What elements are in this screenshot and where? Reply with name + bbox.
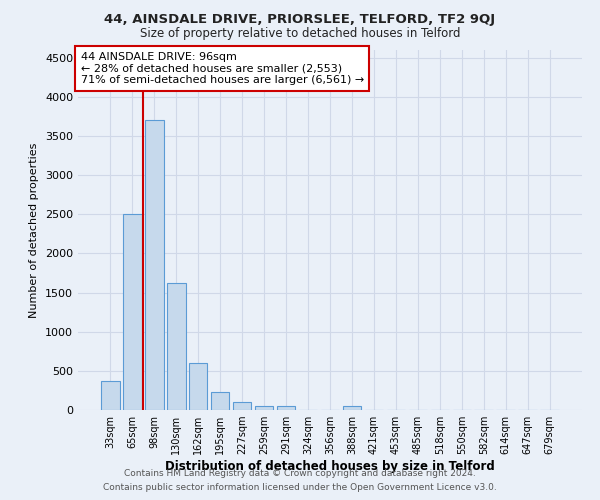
Text: Contains public sector information licensed under the Open Government Licence v3: Contains public sector information licen… — [103, 484, 497, 492]
Bar — [211, 392, 229, 410]
X-axis label: Distribution of detached houses by size in Telford: Distribution of detached houses by size … — [165, 460, 495, 473]
Bar — [101, 380, 119, 410]
Bar — [255, 406, 274, 410]
Bar — [189, 363, 208, 410]
Bar — [343, 406, 361, 410]
Text: Size of property relative to detached houses in Telford: Size of property relative to detached ho… — [140, 28, 460, 40]
Text: 44, AINSDALE DRIVE, PRIORSLEE, TELFORD, TF2 9QJ: 44, AINSDALE DRIVE, PRIORSLEE, TELFORD, … — [104, 12, 496, 26]
Bar — [233, 402, 251, 410]
Text: Contains HM Land Registry data © Crown copyright and database right 2024.: Contains HM Land Registry data © Crown c… — [124, 468, 476, 477]
Bar — [167, 283, 185, 410]
Bar — [145, 120, 164, 410]
Bar — [123, 214, 142, 410]
Bar — [277, 406, 295, 410]
Y-axis label: Number of detached properties: Number of detached properties — [29, 142, 40, 318]
Text: 44 AINSDALE DRIVE: 96sqm
← 28% of detached houses are smaller (2,553)
71% of sem: 44 AINSDALE DRIVE: 96sqm ← 28% of detach… — [80, 52, 364, 85]
